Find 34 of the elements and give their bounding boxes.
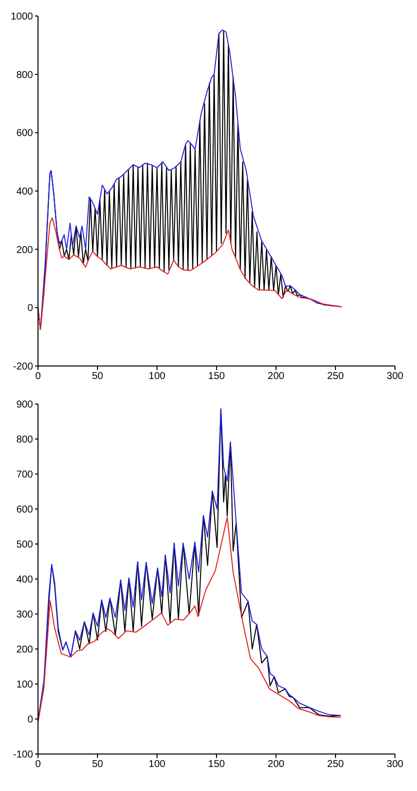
x-tick-label: 100: [148, 371, 166, 382]
y-tick-label: 800: [16, 434, 34, 446]
y-tick-label: 400: [16, 186, 34, 198]
y-tick-label: 1000: [10, 12, 34, 23]
y-tick-label: 700: [16, 470, 34, 481]
y-tick-label: 900: [16, 400, 34, 411]
y-tick-label: 200: [16, 644, 34, 656]
y-tick-label: 0: [27, 303, 34, 314]
line-series: [38, 516, 342, 723]
y-tick-label: 400: [16, 574, 34, 586]
x-tick-label: 200: [268, 371, 285, 382]
x-tick-label: 50: [92, 759, 104, 770]
x-tick-label: 0: [35, 759, 42, 770]
y-tick-label: -200: [12, 362, 34, 373]
x-tick-label: 0: [35, 371, 42, 382]
x-tick-label: 250: [327, 759, 344, 770]
x-tick-label: 300: [386, 759, 404, 770]
y-tick-label: 100: [16, 680, 34, 691]
x-tick-label: 250: [327, 371, 344, 382]
y-tick-label: 200: [16, 244, 34, 256]
y-tick-label: 500: [16, 540, 34, 551]
x-tick-label: 150: [208, 759, 226, 770]
y-tick-label: 300: [16, 610, 34, 621]
x-tick-label: 300: [386, 371, 404, 382]
x-tick-label: 50: [92, 371, 104, 382]
y-tick-label: -100: [12, 750, 34, 761]
x-tick-label: 200: [268, 759, 285, 770]
y-tick-label: 800: [16, 70, 34, 81]
line-series: [38, 217, 342, 330]
y-tick-label: 0: [27, 714, 34, 726]
y-tick-label: 600: [16, 504, 34, 516]
x-tick-label: 150: [208, 371, 226, 382]
y-tick-label: 600: [16, 128, 34, 140]
x-tick-label: 100: [148, 759, 166, 770]
